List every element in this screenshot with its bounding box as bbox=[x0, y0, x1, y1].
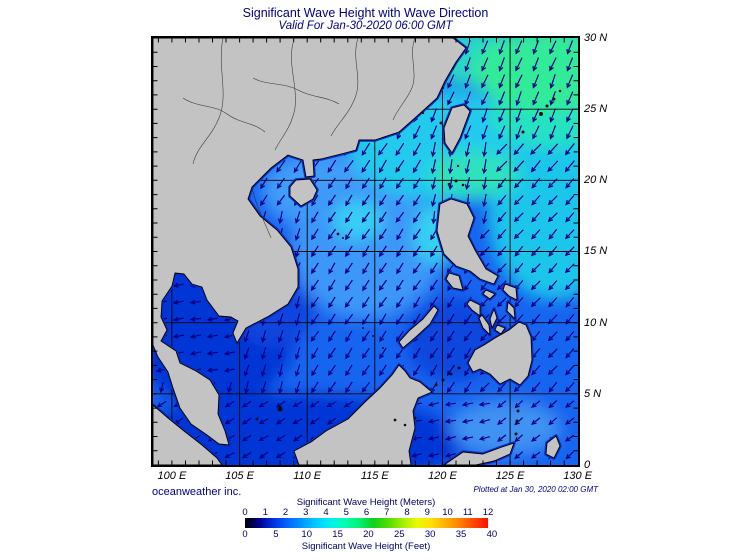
lat-tick-label: 20 N bbox=[584, 174, 608, 187]
colorbar-feet-tick: 5 bbox=[273, 529, 279, 540]
degree-ticks bbox=[153, 38, 578, 465]
lon-tick-label: 110 E bbox=[293, 470, 322, 482]
colorbar-meters-tick: 8 bbox=[404, 507, 410, 518]
lat-tick-label: 30 N bbox=[584, 32, 608, 44]
colorbar-meters-tick: 1 bbox=[262, 507, 268, 518]
colorbar-feet-tick: 30 bbox=[424, 529, 436, 540]
colorbar-meters-tick: 0 bbox=[242, 507, 248, 518]
map-canvas bbox=[153, 38, 578, 465]
page-title: Significant Wave Height with Wave Direct… bbox=[242, 6, 489, 20]
colorbar bbox=[245, 518, 488, 528]
colorbar-meters-tick: 2 bbox=[282, 507, 289, 518]
lon-tick-label: 125 E bbox=[495, 470, 525, 482]
lon-tick-label: 120 E bbox=[428, 470, 457, 482]
colorbar-feet-tick: 0 bbox=[242, 529, 248, 540]
small-islands bbox=[255, 66, 562, 436]
colorbar-meters-tick: 4 bbox=[323, 507, 329, 518]
colorbar-meters-tick: 11 bbox=[462, 507, 473, 518]
colorbar-meters-tick: 7 bbox=[384, 507, 390, 518]
lon-tick-label: 100 E bbox=[157, 470, 187, 482]
colorbar-feet-tick: 20 bbox=[363, 529, 374, 540]
lat-tick-label: 25 N bbox=[584, 103, 608, 116]
lat-tick-label: 10 N bbox=[584, 316, 608, 329]
credit-text: oceanweather inc. bbox=[152, 486, 242, 498]
colorbar-meters-tick: 12 bbox=[482, 507, 494, 518]
lon-tick-label: 130 E bbox=[563, 470, 593, 482]
lon-tick-label: 105 E bbox=[225, 470, 254, 482]
colorbar-meters-tick: 3 bbox=[303, 507, 309, 518]
colorbar-feet-tick: 15 bbox=[332, 529, 343, 540]
valid-time-subtitle: Valid For Jan-30-2020 06:00 GMT bbox=[278, 20, 453, 32]
land-layer bbox=[153, 38, 562, 465]
lat-tick-label: 0 bbox=[584, 458, 591, 471]
colorbar-meters-tick: 9 bbox=[424, 507, 430, 518]
colorbar-feet-tick: 40 bbox=[486, 529, 498, 540]
colorbar-meters-tick: 5 bbox=[343, 507, 349, 518]
lat-tick-label: 5 N bbox=[584, 387, 602, 400]
province-borders bbox=[182, 38, 416, 239]
colorbar-meters-tick: 6 bbox=[363, 507, 370, 518]
plotted-timestamp: Plotted at Jan 30, 2020 02:00 GMT bbox=[473, 485, 598, 494]
colorbar-meters-tick: 10 bbox=[442, 507, 453, 518]
map-plot-area bbox=[151, 36, 580, 467]
colorbar-feet-tick: 25 bbox=[394, 529, 405, 540]
lat-tick-label: 15 N bbox=[584, 245, 608, 258]
colorbar-feet-tick: 35 bbox=[455, 529, 467, 540]
colorbar-title-feet: Significant Wave Height (Feet) bbox=[301, 541, 431, 552]
colorbar-title-meters: Significant Wave Height (Meters) bbox=[296, 497, 436, 508]
colorbar-feet-tick: 10 bbox=[301, 529, 312, 540]
lon-tick-label: 115 E bbox=[360, 470, 389, 482]
